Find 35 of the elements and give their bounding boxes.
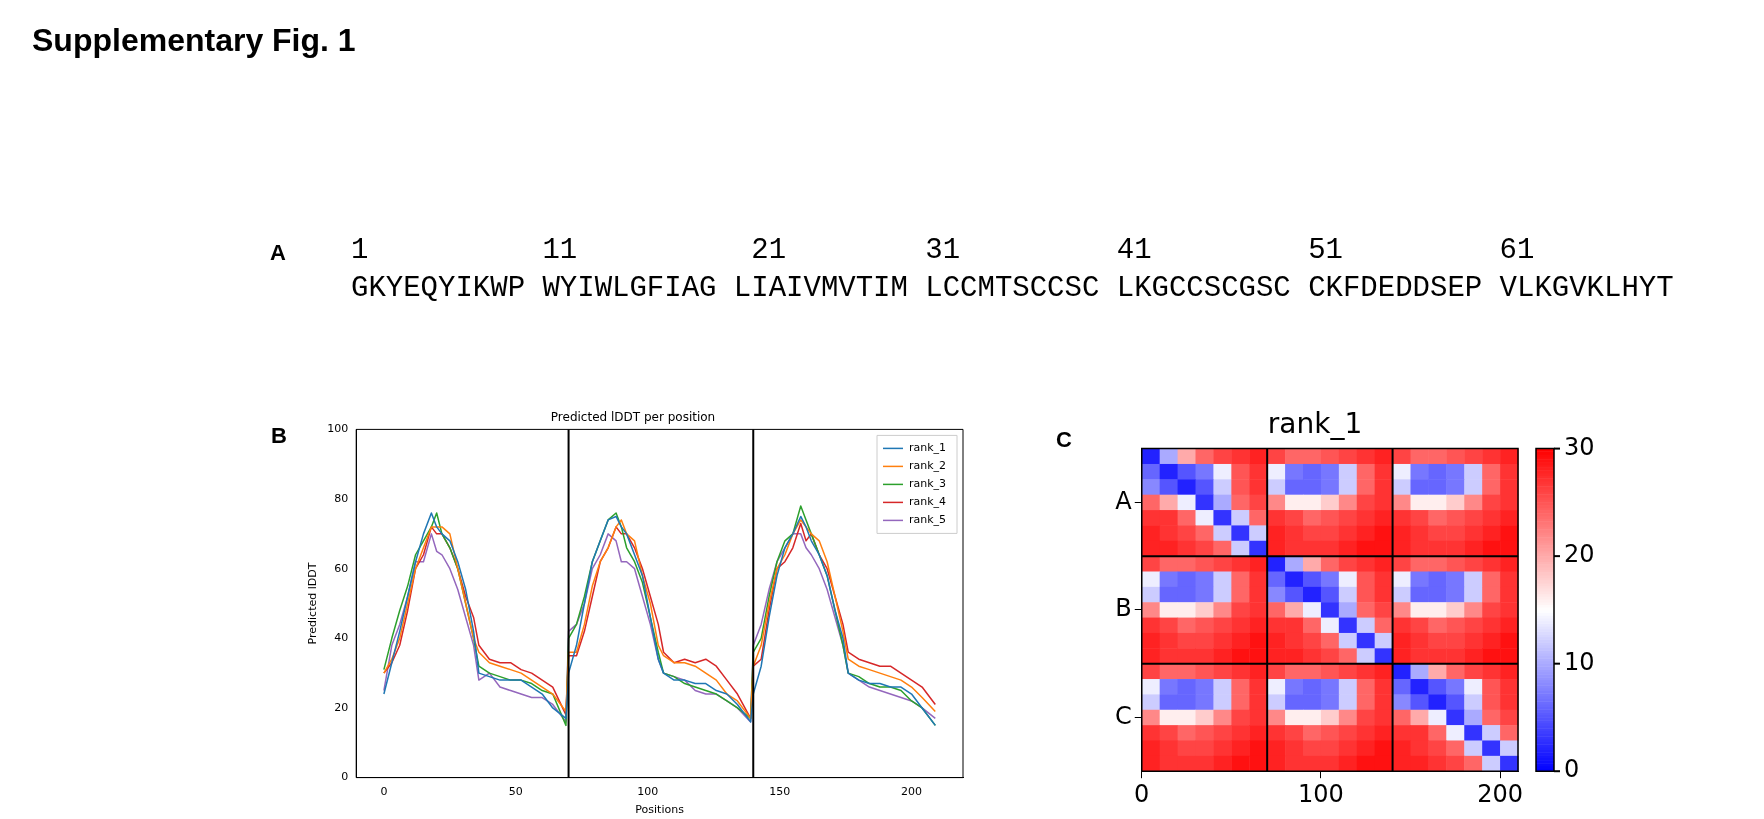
x-tick-label: 100	[1298, 779, 1344, 808]
y-tick-label: A	[1115, 486, 1133, 515]
chart-title: Predicted lDDT per position	[550, 410, 716, 425]
x-tick-label: 150	[769, 785, 791, 799]
text: C	[1056, 427, 1072, 453]
y-tick-label: 0	[341, 770, 349, 784]
y-axis-title: Predicted lDDT	[306, 562, 320, 645]
y-tick-label: C	[1114, 701, 1132, 730]
legend-label: rank_4	[909, 495, 947, 509]
x-tick-label: 200	[1477, 779, 1523, 808]
legend-label: rank_5	[909, 513, 947, 527]
x-tick-label: 200	[901, 785, 923, 799]
legend-label: rank_1	[909, 441, 947, 455]
color-bar-label: 20	[1564, 540, 1595, 569]
chart-title: rank_1	[1267, 407, 1363, 441]
text: A	[270, 240, 286, 266]
x-tick-label: 0	[1134, 779, 1150, 808]
x-tick-label: 50	[508, 785, 523, 799]
x-axis-title: Positions	[635, 803, 685, 817]
color-bar-label: 30	[1564, 432, 1595, 461]
x-tick-label: 0	[380, 785, 388, 799]
y-tick-label: 20	[334, 700, 349, 714]
y-tick-label: 100	[327, 422, 349, 436]
text: GKYEQYIKWP WYIWLGFIAG LIAIVMVTIM LCCMTSCCSC LKGCCSCGSC CKFDEDDSEP VLKGVKLHYT	[351, 272, 1674, 306]
legend-label: rank_3	[909, 477, 947, 491]
y-tick-label: 80	[334, 491, 349, 505]
text: 1 11 21 31 41 51 61	[351, 234, 1535, 268]
y-tick-label: 40	[334, 631, 349, 645]
legend-label: rank_2	[909, 459, 947, 473]
text: B	[271, 423, 287, 449]
y-tick-label: B	[1115, 594, 1132, 623]
text: Supplementary Fig. 1	[32, 22, 356, 59]
x-tick-label: 100	[637, 785, 659, 799]
y-tick-label: 60	[334, 561, 349, 575]
color-bar-label: 10	[1564, 647, 1595, 676]
